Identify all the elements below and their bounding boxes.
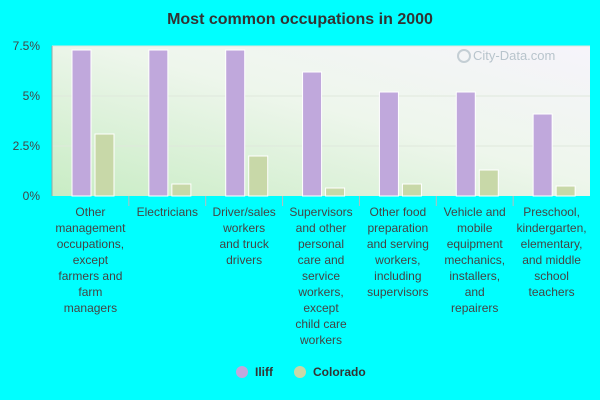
bar-colorado [478, 169, 499, 197]
x-tick-label: drivers [226, 253, 262, 267]
bar-colorado [325, 187, 346, 197]
bar-colorado [555, 185, 576, 197]
x-tick-label: Preschool, [523, 205, 580, 219]
x-tick-label: farm [78, 285, 102, 299]
x-tick-label: mobile [457, 221, 493, 235]
x-tick-label: Electricians [137, 205, 198, 219]
x-tick-label: supervisors [367, 285, 428, 299]
bar-iliff [71, 49, 92, 197]
x-tick-label: and middle [522, 253, 581, 267]
x-tick-label: care and [298, 253, 345, 267]
x-tick-label: Supervisors [289, 205, 352, 219]
x-tick-label: except [73, 253, 109, 267]
x-tick-label: Vehicle and [444, 205, 506, 219]
x-tick-label: equipment [447, 237, 504, 251]
x-tick-label: workers [299, 333, 342, 347]
legend-label-colorado: Colorado [313, 365, 366, 379]
x-tick-label: except [303, 301, 339, 315]
bar-colorado [94, 133, 115, 197]
bar-colorado [171, 183, 192, 197]
bar-iliff [225, 49, 246, 197]
bar-iliff [455, 91, 476, 197]
x-tick-label: service [302, 269, 340, 283]
legend: Iliff Colorado [236, 365, 366, 379]
legend-swatch-colorado [294, 366, 306, 378]
legend-swatch-iliff [236, 366, 248, 378]
bar-colorado [248, 155, 269, 197]
x-tick-label: Other food [370, 205, 427, 219]
watermark-text: City-Data.com [473, 48, 555, 63]
bar-iliff [148, 49, 169, 197]
x-tick-label: workers, [374, 253, 420, 267]
bar-colorado [401, 183, 422, 197]
watermark: City-Data.com [457, 48, 555, 63]
x-tick-label: elementary, [521, 237, 583, 251]
y-tick-label: 2.5% [13, 139, 41, 153]
x-tick-label: including [374, 269, 421, 283]
x-tick-label: installers, [449, 269, 500, 283]
x-tick-label: workers [222, 221, 265, 235]
x-tick-label: Driver/sales [212, 205, 275, 219]
x-tick-label: occupations, [57, 237, 124, 251]
y-axis: 0% 2.5% 5% 7.5% [13, 39, 53, 203]
x-tick-label: and serving [367, 237, 429, 251]
x-tick-label: repairers [451, 301, 498, 315]
x-tick-label: and other [296, 221, 347, 235]
x-tick-label: child care [295, 317, 347, 331]
chart-title: Most common occupations in 2000 [167, 11, 433, 28]
x-tick-label: managers [64, 301, 117, 315]
x-tick-label: and truck [219, 237, 269, 251]
x-tick-label: kindergarten, [517, 221, 587, 235]
x-tick-label: workers, [297, 285, 343, 299]
bars [71, 49, 576, 197]
x-tick-label: teachers [529, 285, 575, 299]
bar-iliff [302, 71, 323, 197]
x-tick-label: school [534, 269, 569, 283]
x-tick-label: Other [75, 205, 105, 219]
y-tick-label: 5% [23, 89, 41, 103]
y-tick-label: 7.5% [13, 39, 41, 53]
watermark-icon [457, 49, 471, 63]
bar-iliff [378, 91, 399, 197]
y-tick-label: 0% [23, 189, 41, 203]
x-tick-label: preparation [367, 221, 428, 235]
x-tick-label: farmers and [58, 269, 122, 283]
x-tick-label: personal [298, 237, 344, 251]
x-axis: Other management occupations, except farmers… [55, 196, 587, 347]
bar-iliff [532, 113, 553, 197]
x-tick-label: and [465, 285, 485, 299]
x-tick-label: mechanics, [444, 253, 505, 267]
x-tick-label: management [55, 221, 126, 235]
legend-label-iliff: Iliff [255, 365, 274, 379]
